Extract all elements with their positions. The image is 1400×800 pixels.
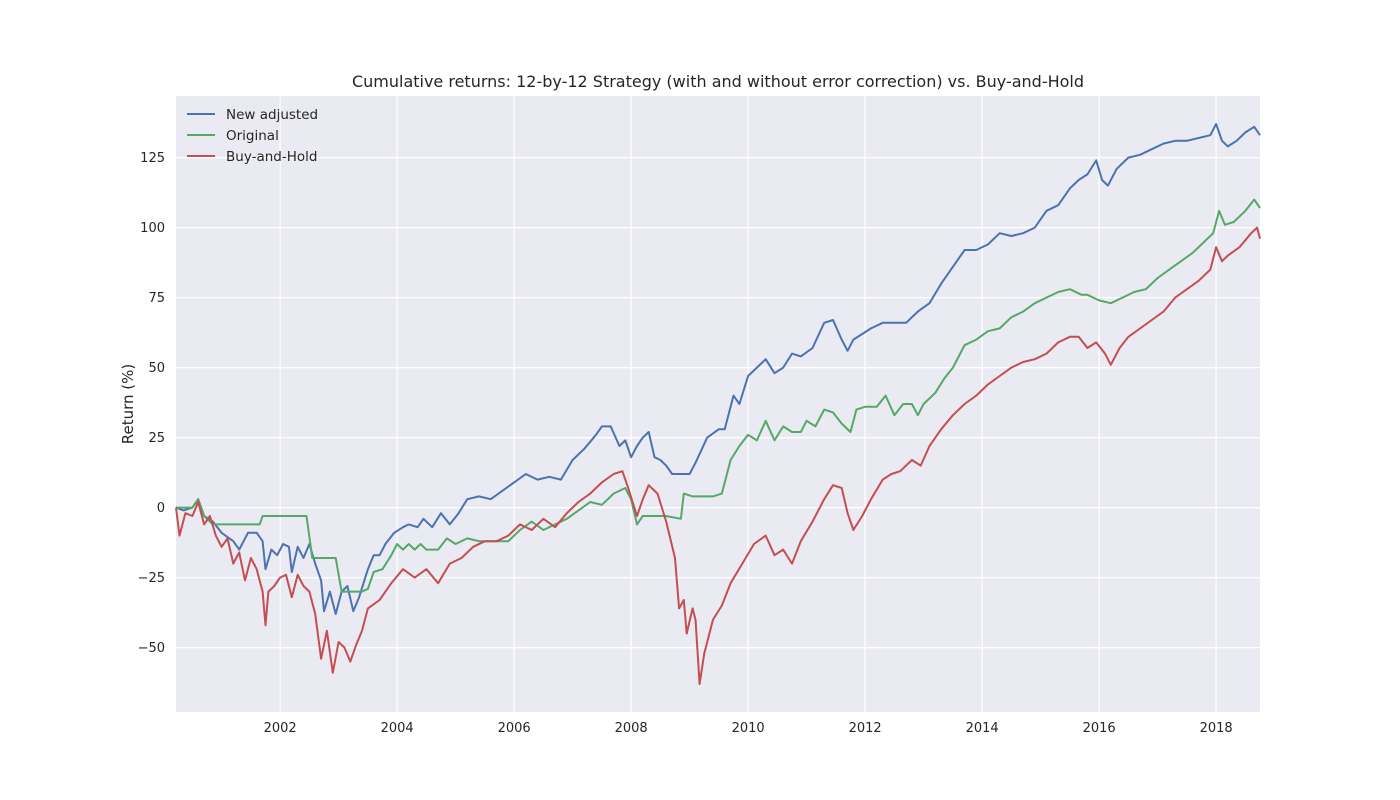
y-tick-label: 25 [148,431,165,446]
series-line-0 [175,123,1261,615]
legend-label: Buy-and-Hold [226,149,317,165]
plot-area [176,96,1260,712]
y-tick-label: 0 [157,501,165,516]
x-tick-label: 2018 [1200,721,1233,736]
y-tick-label: 100 [140,221,165,236]
x-tick-label: 2016 [1083,721,1116,736]
x-tick-label: 2014 [966,721,999,736]
grid [176,96,1260,712]
chart-title: Cumulative returns: 12-by-12 Strategy (w… [352,72,1084,91]
y-tick-label: 50 [148,361,165,376]
y-tick-label: 125 [140,151,165,166]
series-lines [175,123,1261,685]
x-tick-label: 2012 [849,721,882,736]
legend: New adjusted Original Buy-and-Hold [187,107,318,165]
legend-label: Original [226,128,279,144]
y-axis-ticks: −50 −25 0 25 50 75 100 125 [138,151,165,656]
y-axis-title: Return (%) [119,364,137,445]
y-tick-label: −50 [138,641,165,656]
x-axis-ticks: 2002 2004 2006 2008 2010 2012 2014 2016 2018 [264,721,1233,736]
x-tick-label: 2004 [381,721,414,736]
x-tick-label: 2008 [615,721,648,736]
series-line-2 [175,226,1261,685]
series-line-1 [176,198,1261,593]
x-tick-label: 2006 [498,721,531,736]
legend-label: New adjusted [226,107,318,123]
x-tick-label: 2002 [264,721,297,736]
x-tick-label: 2010 [732,721,765,736]
y-tick-label: −25 [138,571,165,586]
y-tick-label: 75 [148,291,165,306]
